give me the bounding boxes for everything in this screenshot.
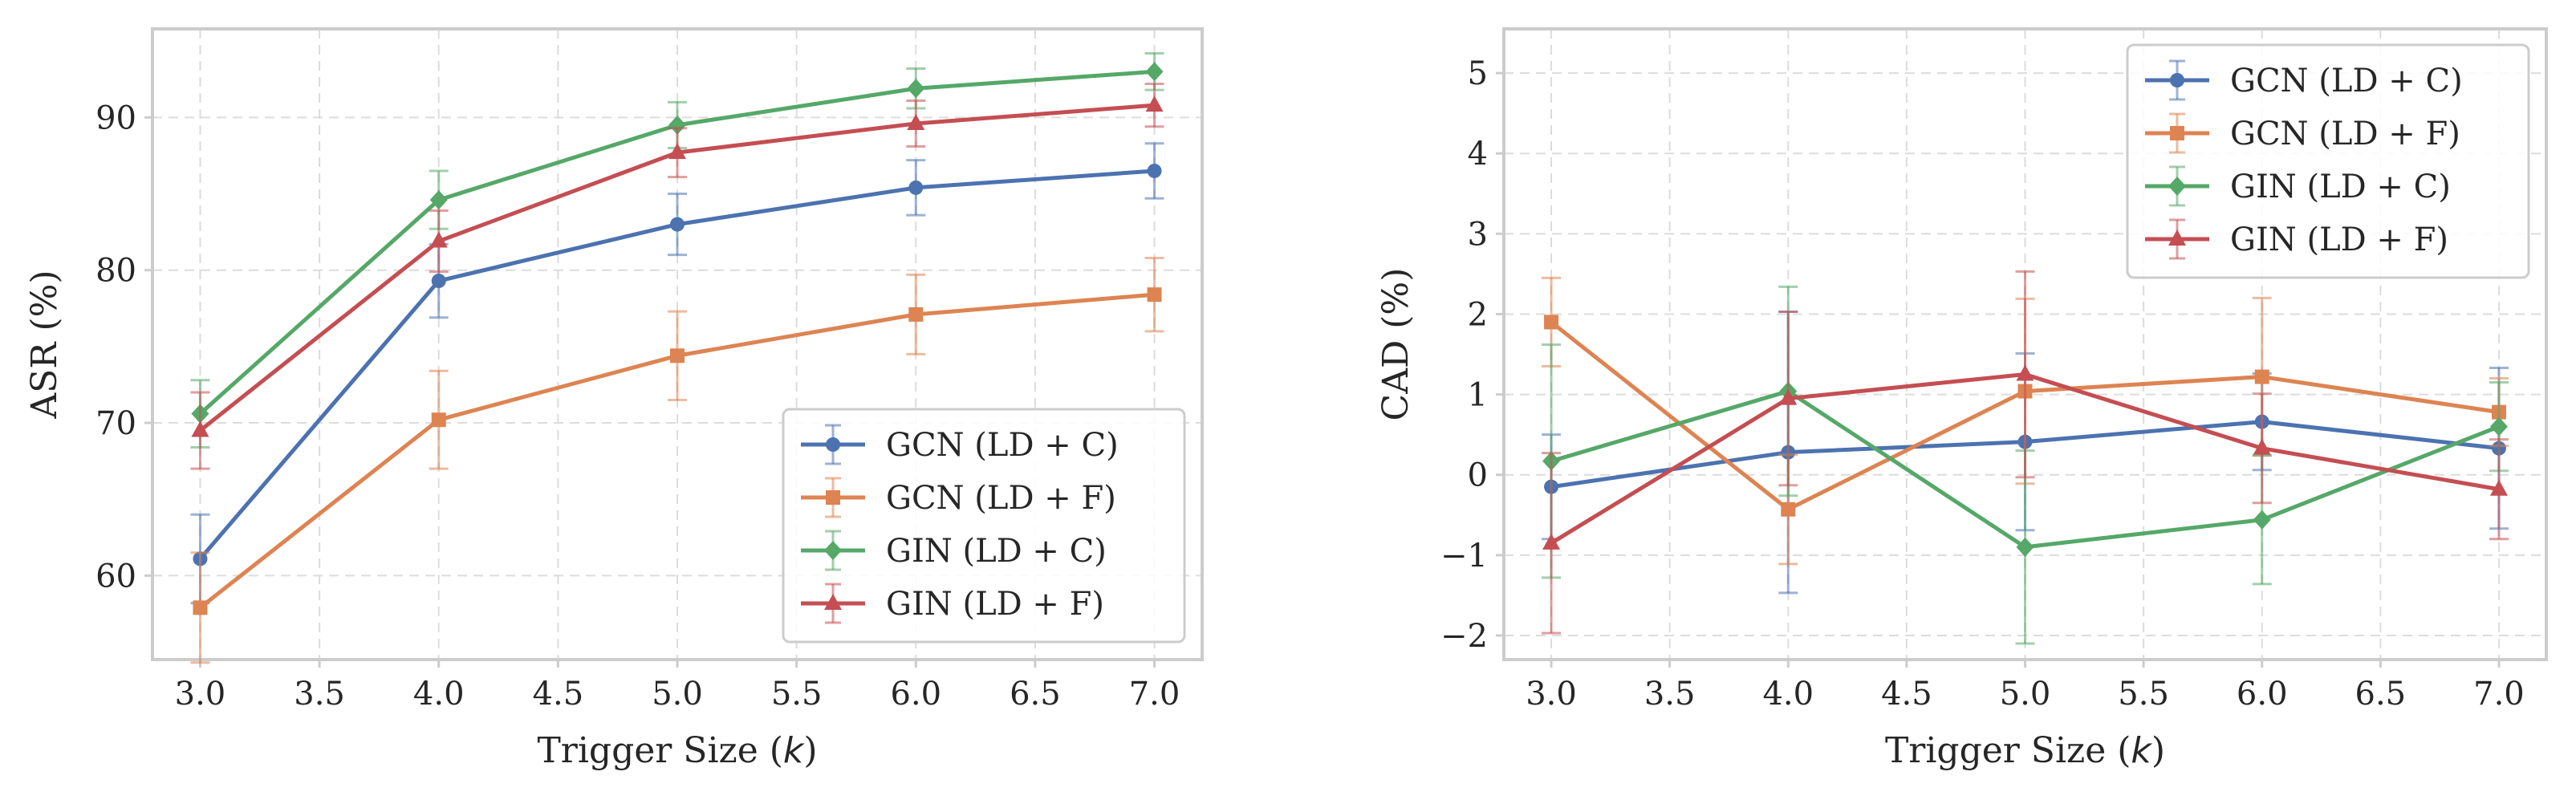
legend: GCN (LD + C) GCN (LD + F) GIN (LD + C) GIN …	[2126, 43, 2530, 279]
legend-label: GIN (LD + F)	[886, 586, 1104, 623]
legend-label: GCN (LD + C)	[2230, 63, 2463, 99]
x-tick-label: 6.0	[890, 676, 941, 713]
y-tick-label: 80	[95, 253, 136, 290]
data-point	[1781, 502, 1796, 517]
data-point	[2016, 537, 2034, 557]
data-point	[431, 274, 446, 289]
subplot-1: 3.0 3.5 4.0 4.5 5.0 5.5 6.0 6.5 7.0 60 70 80 90 Trigg…	[24, 27, 1204, 771]
data-point	[670, 217, 685, 232]
x-tick-label: 6.5	[1010, 676, 1061, 713]
y-tick-label: −1	[1440, 538, 1488, 575]
x-tick-label: 3.0	[1526, 676, 1577, 713]
legend-marker	[824, 594, 842, 610]
data-point	[2489, 416, 2508, 437]
data-point	[429, 231, 448, 248]
subplot-2: 3.0 3.5 4.0 4.5 5.0 5.5 6.0 6.5 7.0 −2 −1 0 1 2 3 4 5 Tri…	[1375, 27, 2548, 771]
data-point	[1542, 533, 1561, 550]
legend-marker	[826, 437, 840, 452]
legend-box	[782, 408, 1186, 644]
legend-marker	[826, 490, 840, 505]
x-tick-label: 5.0	[2000, 676, 2051, 713]
y-tick-label: 4	[1468, 136, 1488, 173]
x-tick-label: 3.0	[175, 676, 226, 713]
x-axis-label: Trigger Size (k)	[537, 730, 817, 771]
y-tick-label: 90	[95, 99, 136, 136]
y-tick-label: 60	[95, 558, 136, 595]
data-point	[1147, 287, 1162, 303]
y-tick-label: 5	[1468, 55, 1488, 92]
x-tick-label: 4.0	[413, 676, 465, 713]
x-tick-label: 3.5	[1644, 676, 1696, 713]
data-point	[1544, 315, 1559, 330]
data-point	[2253, 438, 2271, 455]
legend: GCN (LD + C) GCN (LD + F) GIN (LD + C) GIN …	[782, 408, 1186, 644]
x-tick-label: 5.5	[2118, 676, 2169, 713]
legend-label: GCN (LD + F)	[886, 480, 1116, 517]
data-point	[431, 412, 446, 428]
data-point	[2253, 510, 2271, 530]
y-tick-label: 70	[95, 405, 136, 442]
y-tick-label: 2	[1468, 296, 1488, 333]
legend-label: GIN (LD + C)	[886, 533, 1107, 570]
y-tick-label: 1	[1468, 377, 1488, 414]
data-point	[668, 143, 686, 160]
x-tick-label: 4.0	[1762, 676, 1814, 713]
x-tick-label: 4.5	[533, 676, 584, 713]
legend-marker	[2170, 73, 2184, 87]
y-axis-label: ASR (%)	[24, 270, 65, 419]
series-4	[1542, 270, 2509, 635]
data-point	[191, 420, 209, 437]
x-tick-label: 6.0	[2237, 676, 2288, 713]
x-tick-label: 7.0	[2473, 676, 2525, 713]
data-point	[907, 113, 925, 130]
data-point	[908, 180, 924, 195]
legend-marker	[2170, 126, 2184, 140]
data-point	[908, 307, 924, 322]
legend-marker	[2168, 177, 2186, 196]
legend-label: GIN (LD + F)	[2230, 221, 2448, 258]
y-tick-label: −2	[1440, 618, 1488, 655]
legend-label: GIN (LD + C)	[2230, 169, 2451, 205]
data-point	[429, 190, 448, 210]
data-point	[2254, 369, 2269, 384]
data-point	[2016, 364, 2034, 381]
data-point	[1147, 163, 1162, 178]
y-tick-label: 3	[1468, 216, 1488, 253]
series-4	[190, 83, 1164, 470]
legend-label: GCN (LD + F)	[2230, 116, 2460, 152]
data-point	[193, 600, 208, 615]
data-point	[1145, 62, 1164, 82]
x-tick-label: 7.0	[1129, 676, 1180, 713]
x-tick-label: 5.0	[652, 676, 703, 713]
legend-box	[2126, 43, 2530, 279]
series-3	[1542, 285, 2509, 645]
y-axis-label: CAD (%)	[1375, 268, 1416, 421]
data-point	[668, 115, 686, 135]
series-2	[190, 256, 1164, 664]
data-point	[1779, 388, 1798, 405]
data-point	[907, 79, 925, 99]
legend-marker	[824, 541, 842, 560]
data-point	[1145, 95, 1164, 112]
x-tick-label: 6.5	[2355, 676, 2407, 713]
y-tick-label: 0	[1468, 457, 1488, 494]
legend-label: GCN (LD + C)	[886, 427, 1119, 464]
data-point	[670, 348, 685, 363]
x-axis-label: Trigger Size (k)	[1885, 730, 2165, 771]
legend-marker	[2168, 229, 2186, 246]
x-tick-label: 4.5	[1881, 676, 1932, 713]
data-point	[2489, 479, 2508, 496]
x-tick-label: 5.5	[771, 676, 823, 713]
x-tick-label: 3.5	[294, 676, 345, 713]
